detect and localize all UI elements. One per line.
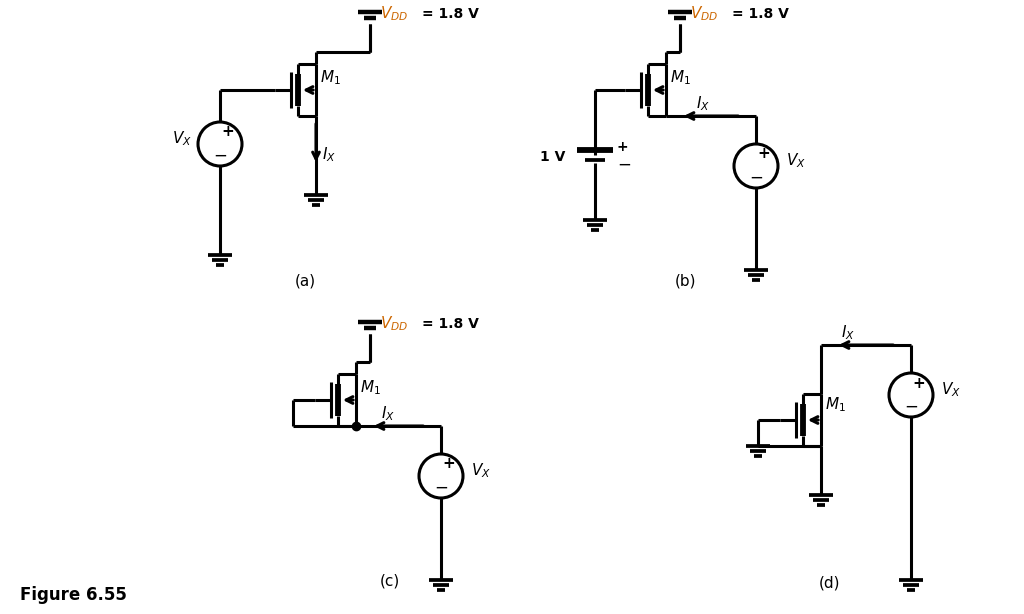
Text: 1 V: 1 V [540,150,565,164]
Text: $V_X$: $V_X$ [172,130,191,149]
Text: = 1.8 V: = 1.8 V [422,7,479,21]
Text: $V_{DD}$: $V_{DD}$ [380,314,409,333]
Text: (b): (b) [674,273,695,288]
Text: $I_X$: $I_X$ [381,405,395,423]
Text: +: + [617,140,629,154]
Text: +: + [912,376,926,391]
Text: $M_1$: $M_1$ [825,395,846,414]
Text: $M_1$: $M_1$ [670,69,691,87]
Text: $V_X$: $V_X$ [471,462,490,480]
Text: +: + [442,456,456,472]
Text: −: − [750,169,763,187]
Text: $I_X$: $I_X$ [322,146,336,165]
Text: = 1.8 V: = 1.8 V [732,7,788,21]
Text: $V_{DD}$: $V_{DD}$ [690,5,718,23]
Text: (d): (d) [819,576,841,591]
Text: (a): (a) [295,273,315,288]
Text: (c): (c) [380,573,400,588]
Text: = 1.8 V: = 1.8 V [422,317,479,331]
Text: $V_X$: $V_X$ [786,152,806,170]
Text: $M_1$: $M_1$ [319,69,341,87]
Text: $I_X$: $I_X$ [696,95,710,114]
Text: $I_X$: $I_X$ [841,324,855,343]
Text: −: − [904,398,918,416]
Text: −: − [213,147,227,165]
Text: $V_X$: $V_X$ [941,381,961,399]
Text: +: + [758,147,770,161]
Text: Figure 6.55: Figure 6.55 [20,586,127,604]
Text: −: − [617,156,631,174]
Text: $M_1$: $M_1$ [360,379,381,397]
Text: $V_{DD}$: $V_{DD}$ [380,5,409,23]
Text: +: + [221,125,234,139]
Text: −: − [434,479,447,497]
